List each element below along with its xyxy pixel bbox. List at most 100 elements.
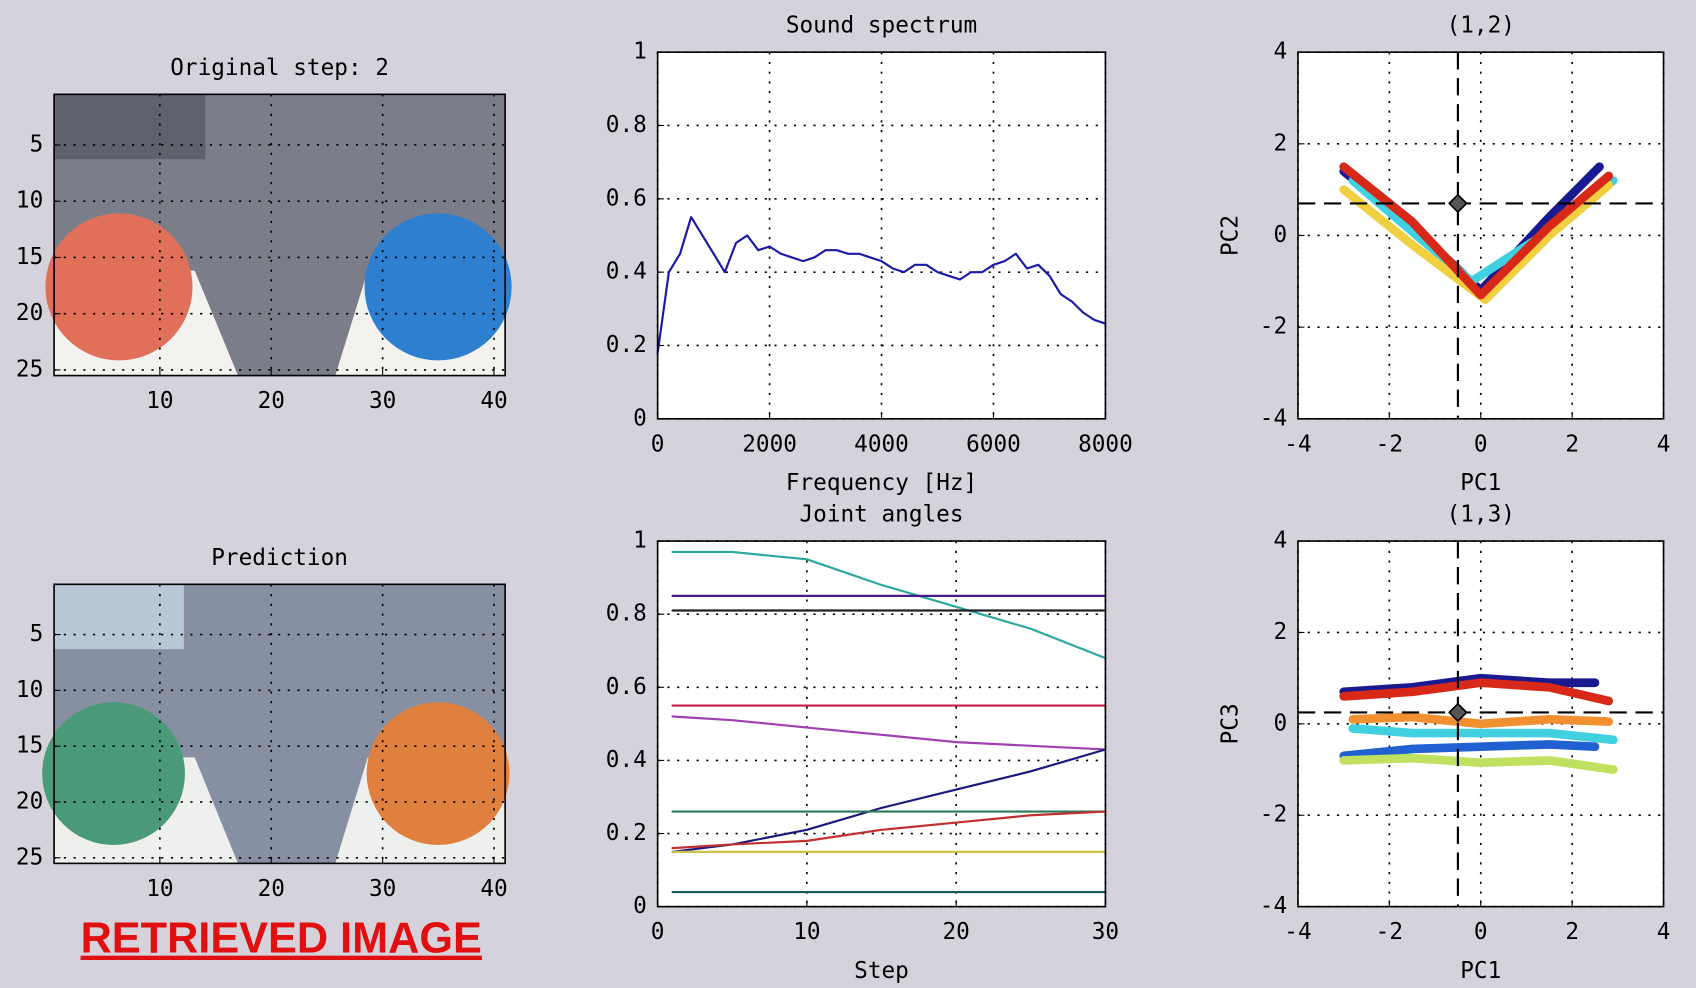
image-blob — [366, 702, 510, 845]
chart-title: (1,2) — [1447, 13, 1515, 39]
y-tick-label: 0.2 — [606, 332, 647, 358]
y-tick-label: 20 — [16, 788, 43, 814]
y-tick-label: 10 — [16, 677, 43, 703]
x-tick-label: 20 — [258, 876, 285, 902]
x-tick-label: 40 — [480, 388, 507, 414]
x-axis-label: PC1 — [1460, 958, 1501, 984]
y-tick-label: -4 — [1260, 893, 1287, 919]
plot-frame — [656, 51, 1107, 420]
series-line — [1339, 180, 1614, 304]
y-tick-label: 0 — [1273, 222, 1287, 248]
x-tick-label: 40 — [480, 876, 507, 902]
y-tick-label: 20 — [16, 300, 43, 326]
x-tick-label: 10 — [146, 876, 173, 902]
y-tick-label: 5 — [30, 621, 44, 647]
plot-frame — [656, 540, 1107, 908]
x-axis-label: Step — [854, 958, 909, 984]
x-tick-label: 2 — [1565, 431, 1579, 457]
series-line — [1339, 740, 1600, 761]
y-tick-label: 0 — [633, 405, 647, 431]
series-line — [671, 715, 1107, 751]
x-tick-label: 8000 — [1078, 431, 1133, 457]
y-tick-label: 0.6 — [606, 185, 647, 211]
y-tick-label: 0.8 — [606, 112, 647, 138]
plot-area — [1297, 52, 1664, 419]
series-line — [1348, 724, 1618, 745]
y-tick-label: 4 — [1273, 528, 1287, 554]
crosshair-marker — [1448, 702, 1468, 723]
x-axis-label: PC1 — [1460, 470, 1501, 496]
series-line — [1339, 673, 1600, 697]
plot-frame — [1297, 540, 1665, 908]
x-tick-label: 2 — [1565, 919, 1579, 945]
x-tick-label: 4 — [1657, 431, 1671, 457]
x-tick-label: 20 — [258, 388, 285, 414]
y-tick-label: 25 — [16, 356, 43, 382]
caption: RETRIEVED IMAGE — [81, 915, 482, 963]
series-line — [671, 550, 1107, 660]
y-tick-label: 15 — [16, 244, 43, 270]
y-tick-label: 0.8 — [606, 601, 647, 627]
y-tick-label: 0.6 — [606, 674, 647, 700]
chart-title: Original step: 2 — [170, 55, 389, 81]
y-tick-label: 0.2 — [606, 820, 647, 846]
image-blob — [45, 213, 193, 361]
y-tick-label: 0.4 — [606, 259, 647, 285]
y-tick-label: 15 — [16, 733, 43, 759]
y-tick-label: 1 — [633, 528, 647, 554]
plot-area — [657, 52, 1106, 419]
x-tick-label: -4 — [1284, 431, 1311, 457]
x-tick-label: 0 — [651, 431, 665, 457]
series-line — [1339, 678, 1614, 706]
x-tick-label: 0 — [1474, 431, 1488, 457]
x-tick-label: 4000 — [854, 431, 909, 457]
original-image — [45, 94, 512, 376]
image-shade — [54, 584, 184, 650]
y-tick-label: 2 — [1273, 619, 1287, 645]
y-axis-label: PC3 — [1217, 703, 1243, 744]
chart-title: (1,3) — [1447, 502, 1515, 528]
y-tick-label: 10 — [16, 188, 43, 214]
x-tick-label: 10 — [793, 919, 820, 945]
chart-title: Prediction — [211, 545, 348, 571]
y-tick-label: 0 — [633, 893, 647, 919]
y-tick-label: -2 — [1260, 314, 1287, 340]
x-tick-label: -2 — [1376, 431, 1403, 457]
y-tick-label: 2 — [1273, 130, 1287, 156]
image-shade — [54, 94, 206, 160]
x-tick-label: 10 — [146, 388, 173, 414]
x-tick-label: 0 — [1474, 919, 1488, 945]
series-line — [671, 810, 1107, 850]
y-tick-label: -2 — [1260, 802, 1287, 828]
image-blob — [364, 213, 512, 361]
series-line — [656, 216, 1107, 354]
y-tick-label: 0.4 — [606, 747, 647, 773]
x-tick-label: 30 — [369, 876, 396, 902]
plot-frame — [53, 583, 506, 865]
plot-frame — [1297, 51, 1665, 420]
x-tick-label: 4 — [1657, 919, 1671, 945]
series-line — [1339, 753, 1618, 774]
x-tick-label: 2000 — [742, 431, 797, 457]
predicted-image — [42, 584, 510, 864]
y-tick-label: -4 — [1260, 405, 1287, 431]
x-tick-label: -4 — [1284, 919, 1311, 945]
y-tick-label: 4 — [1273, 39, 1287, 65]
x-tick-label: 30 — [1092, 919, 1119, 945]
x-tick-label: 20 — [942, 919, 969, 945]
x-tick-label: -2 — [1376, 919, 1403, 945]
x-tick-label: 0 — [651, 919, 665, 945]
image-blob — [42, 702, 185, 845]
x-tick-label: 6000 — [966, 431, 1021, 457]
y-tick-label: 0 — [1273, 710, 1287, 736]
y-tick-label: 25 — [16, 844, 43, 870]
y-tick-label: 1 — [633, 39, 647, 65]
x-axis-label: Frequency [Hz] — [786, 470, 977, 496]
y-tick-label: 5 — [30, 131, 44, 157]
chart-title: Joint angles — [800, 502, 964, 528]
crosshair-marker — [1448, 193, 1468, 214]
chart-title: Sound spectrum — [786, 13, 977, 39]
plot-frame — [53, 93, 506, 377]
